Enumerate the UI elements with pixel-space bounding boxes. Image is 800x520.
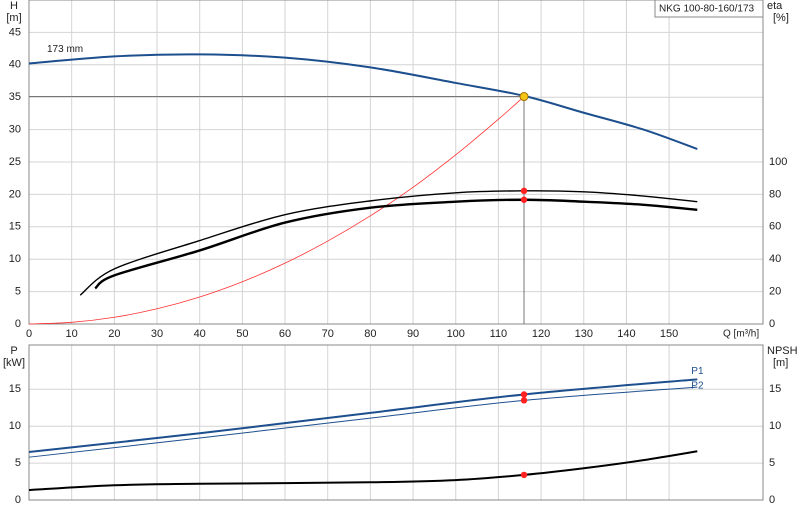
y-tick-label: 35 — [9, 91, 21, 103]
x-tick-label: 20 — [108, 328, 120, 340]
x-tick-label: 100 — [447, 328, 465, 340]
curve — [79, 190, 698, 296]
curve — [28, 450, 698, 492]
y-axis-unit: [kW] — [3, 357, 25, 369]
x-tick-label: 90 — [407, 328, 419, 340]
x-tick-label: 60 — [279, 328, 291, 340]
point-marker — [520, 187, 528, 195]
point-marker — [519, 92, 529, 102]
x-tick-label: 130 — [575, 328, 593, 340]
y-tick-label: 0 — [15, 318, 21, 330]
y-tick-label: 0 — [15, 494, 21, 506]
y-tick-label: 40 — [9, 59, 21, 71]
y-tick-label: 10 — [9, 253, 21, 265]
y-tick-label: 20 — [9, 188, 21, 200]
y2-tick-label: 80 — [769, 188, 781, 200]
x-tick-label: 50 — [236, 328, 248, 340]
x-axis-label: Q [m³/h] — [723, 329, 759, 340]
x-tick-label: 70 — [322, 328, 334, 340]
title-box — [654, 0, 764, 18]
series-label: P1 — [691, 366, 704, 377]
y-tick-label: 5 — [15, 457, 21, 469]
y2-tick-label: 20 — [769, 286, 781, 298]
curve — [28, 386, 698, 458]
x-tick-label: 140 — [617, 328, 635, 340]
point-marker — [520, 397, 528, 404]
y2-tick-label: 0 — [769, 318, 775, 330]
y-tick-label: 10 — [9, 420, 21, 432]
curve — [94, 198, 698, 290]
y2-tick-label: 40 — [769, 253, 781, 265]
x-tick-label: 30 — [151, 328, 163, 340]
x-tick-label: 40 — [194, 328, 206, 340]
y-axis-label: P — [10, 345, 17, 357]
curve — [28, 96, 525, 325]
plot-frame — [28, 344, 764, 501]
y-tick-label: 25 — [9, 156, 21, 168]
y2-tick-label: 5 — [769, 457, 775, 469]
y-tick-label: 15 — [9, 221, 21, 233]
x-tick-label: 80 — [364, 328, 376, 340]
y2-tick-label: 0 — [769, 494, 775, 506]
series-label: 173 mm — [47, 44, 83, 55]
y-tick-label: 45 — [9, 26, 21, 38]
x-tick-label: 110 — [490, 328, 508, 340]
point-marker — [520, 196, 528, 203]
point-marker — [520, 471, 528, 479]
x-tick-label: 150 — [660, 328, 678, 340]
y-axis-unit: [m] — [6, 12, 21, 24]
y-tick-label: 5 — [15, 286, 21, 298]
y2-tick-label: 10 — [769, 420, 781, 432]
x-tick-label: 10 — [66, 328, 78, 340]
y-tick-label: 30 — [9, 124, 21, 136]
y2-axis-unit: [m] — [773, 357, 788, 369]
y2-axis-label: eta — [767, 0, 783, 12]
plot-frame — [28, 0, 764, 325]
y2-tick-label: 15 — [769, 383, 781, 395]
y2-axis-unit: [%] — [773, 12, 789, 24]
y2-tick-label: 60 — [769, 221, 781, 233]
point-marker — [520, 391, 528, 398]
y-tick-label: 15 — [9, 383, 21, 395]
y-axis-label: H — [10, 0, 18, 12]
y2-tick-label: 100 — [769, 156, 787, 168]
curve — [28, 378, 698, 454]
chart-title: NKG 100-80-160/173 — [659, 4, 755, 15]
x-tick-label: 0 — [26, 328, 32, 340]
y2-axis-label: NPSH — [767, 345, 798, 357]
curve — [28, 53, 698, 150]
series-label: P2 — [691, 381, 704, 392]
x-tick-label: 120 — [532, 328, 550, 340]
